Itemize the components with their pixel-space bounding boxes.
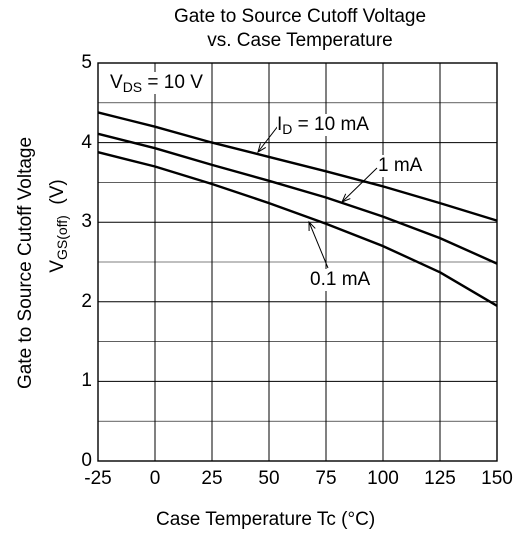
x-axis-label: Case Temperature Tc (°C) [156,509,376,530]
y-tick-label: 4 [81,131,92,153]
x-tick-label: 50 [258,468,280,489]
series-line-0 [97,111,498,222]
y-tick-label: 1 [81,370,92,392]
x-tick-label: 100 [367,468,399,489]
series-label-10ma: ID = 10 mA [277,114,369,137]
y-axis-label: Gate to Source Cutoff Voltage [15,136,36,390]
series-label-01ma: 0.1 mA [310,269,371,291]
x-tick-label: 0 [149,468,161,489]
y-tick-label: 0 [81,450,92,471]
condition-label: VDS = 10 V [110,72,203,95]
leader-arrow-01ma-head [308,220,316,232]
series-line-2 [97,151,498,307]
leader-arrow-10ma-head [257,143,266,154]
series-line-1 [97,132,498,265]
y-tick-label: 3 [81,211,92,233]
x-tick-label: 125 [424,468,456,489]
leader-arrow-01ma [308,221,329,269]
x-tick-label: 150 [481,468,513,489]
leader-arrow-1ma-head [341,193,351,203]
chart-title: Gate to Source Cutoff Voltage [173,6,427,27]
plot-frame [97,62,498,462]
x-tick-label: -25 [84,468,112,489]
chart-subtitle: vs. Case Temperature [207,30,393,51]
y-axis-unit: (V) [47,179,68,205]
y-tick-label: 5 [81,52,92,73]
y-axis-symbol-label: VGS(off) (V) [47,179,70,273]
y-tick-label: 2 [81,290,92,312]
series-label-1ma: 1 mA [378,155,423,177]
x-tick-label: 75 [315,468,337,489]
leader-arrow-10ma [257,125,279,153]
y-axis-symbol: V [47,260,68,273]
x-tick-label: 25 [201,468,223,489]
leader-arrow-1ma [341,167,378,203]
